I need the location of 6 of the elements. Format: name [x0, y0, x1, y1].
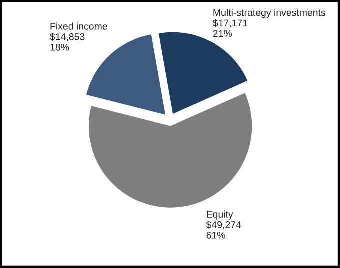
slice-label: Fixed income	[50, 22, 108, 30]
data-label: $14,853 18%	[50, 33, 85, 51]
slice-label: Equity	[207, 210, 234, 220]
data-label: $49,274 61%	[206, 221, 242, 239]
data-label: $17,171 21%	[213, 19, 248, 38]
slice-label: Multi-strategy investments	[214, 9, 326, 18]
